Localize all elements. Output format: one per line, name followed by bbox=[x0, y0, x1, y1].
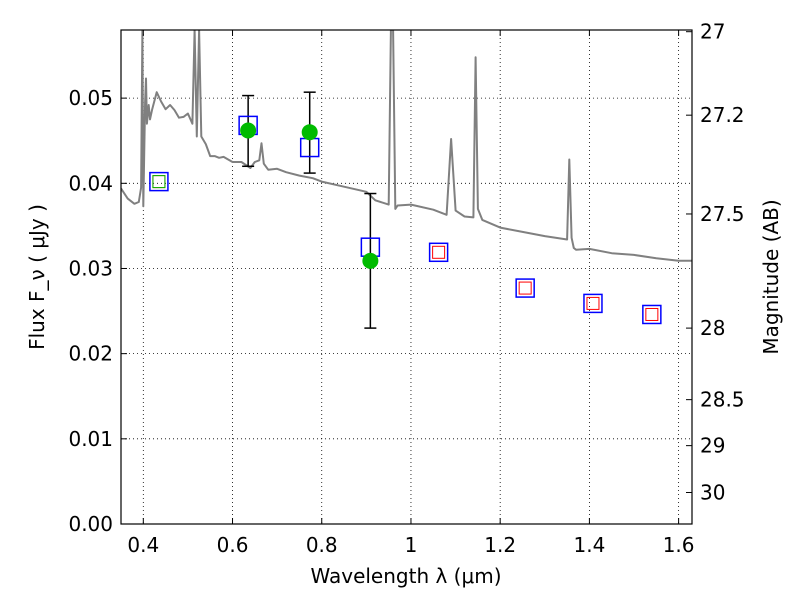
y-tick-label: 0.05 bbox=[68, 86, 113, 110]
plot-content bbox=[121, 30, 692, 329]
model-square bbox=[428, 242, 449, 263]
right-tick-label: 28 bbox=[700, 316, 725, 340]
y-tick-label: 0.03 bbox=[68, 256, 113, 280]
right-tick-label: 27 bbox=[700, 20, 725, 44]
plot-area bbox=[121, 30, 692, 524]
model-square bbox=[642, 304, 662, 325]
ticks: 0.4 0.6 0.8 1 1.2 1.4 1.6 0.00 0.01 0.02 0.03 0.04 0… bbox=[68, 20, 744, 557]
x-tick-label: 0.4 bbox=[127, 533, 159, 557]
y-tick-label: 0.01 bbox=[68, 427, 113, 451]
right-tick-label: 28.5 bbox=[700, 388, 745, 412]
spectrum-line bbox=[121, 30, 692, 262]
inner-square-green bbox=[152, 175, 166, 189]
y-axis-right-label: Magnitude (AB) bbox=[759, 199, 783, 354]
inner-square bbox=[518, 281, 532, 295]
observed-point bbox=[240, 122, 257, 139]
right-tick-label: 27.2 bbox=[700, 103, 745, 127]
observed-point bbox=[301, 124, 318, 141]
inner-square bbox=[586, 296, 600, 310]
x-axis-label: Wavelength λ (μm) bbox=[310, 564, 501, 588]
plot-frame bbox=[120, 29, 693, 525]
x-tick-label: 1.2 bbox=[484, 533, 516, 557]
x-tick-label: 0.6 bbox=[217, 533, 249, 557]
right-tick-label: 30 bbox=[700, 480, 725, 504]
y-tick-label: 0.02 bbox=[68, 342, 113, 366]
x-tick-label: 1.6 bbox=[663, 533, 695, 557]
model-square bbox=[583, 293, 603, 314]
model-square bbox=[149, 171, 169, 192]
model-square bbox=[515, 278, 535, 298]
observed-point bbox=[362, 252, 379, 269]
y-axis-label: Flux F_ν ( μJy ) bbox=[25, 204, 49, 350]
y-tick-label: 0.04 bbox=[68, 171, 113, 195]
x-tick-label: 0.8 bbox=[306, 533, 338, 557]
inner-square bbox=[432, 245, 446, 259]
inner-square bbox=[645, 307, 659, 321]
x-tick-label: 1.4 bbox=[573, 533, 605, 557]
right-tick-label: 29 bbox=[700, 434, 725, 458]
x-tick-label: 1 bbox=[405, 533, 418, 557]
y-tick-label: 0.00 bbox=[68, 512, 113, 536]
right-tick-label: 27.5 bbox=[700, 202, 745, 226]
